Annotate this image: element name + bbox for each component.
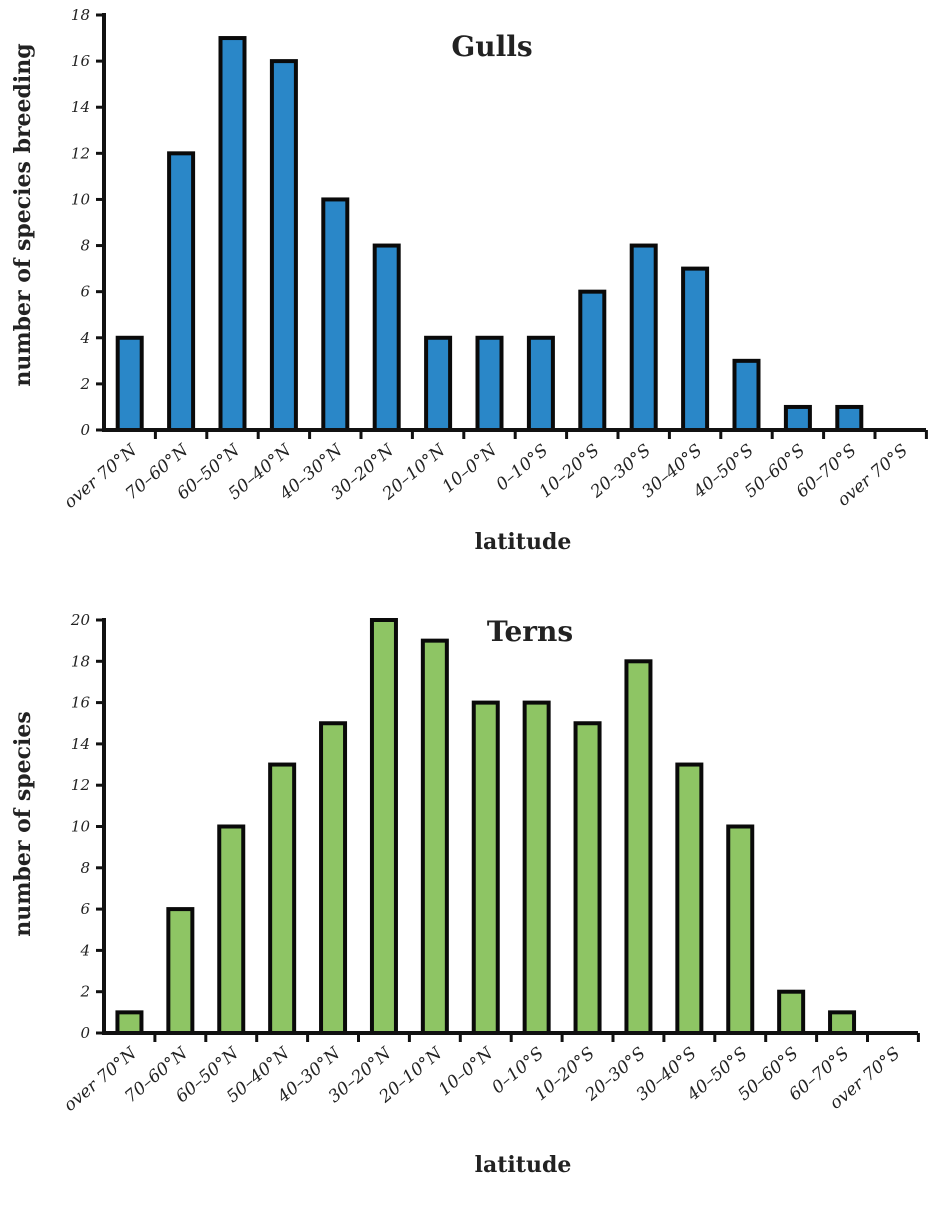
gulls-bar (835, 404, 864, 433)
terns-bar (828, 1010, 857, 1035)
gulls-y-tick-label: 10 (71, 190, 91, 208)
gulls-x-ticks: over 70°N70–60°N60–50°N50–40°N40–30°N30–… (60, 430, 928, 513)
terns-x-axis-title: latitude (475, 1152, 572, 1178)
gulls-y-tick-label: 14 (71, 98, 90, 116)
terns-chart: Terns number of species latitude 0 2 4 6 8 10… (10, 611, 920, 1178)
gulls-bar (681, 266, 710, 432)
terns-x-tick-label: 10–0°N (435, 1043, 498, 1100)
gulls-y-tick-label: 16 (71, 52, 91, 70)
gulls-y-tick-label: 0 (80, 421, 90, 439)
terns-y-tick-label: 8 (80, 859, 90, 877)
terns-bar (522, 700, 551, 1035)
terns-y-axis-title: number of species (10, 711, 36, 937)
terns-y-tick-label: 20 (70, 611, 91, 629)
terns-x-tick-label: over 70°N (60, 1043, 141, 1116)
gulls-axes (102, 13, 926, 432)
terns-bar (573, 721, 602, 1035)
gulls-x-axis-title: latitude (475, 529, 572, 555)
terns-bar (166, 907, 195, 1035)
gulls-y-tick-label: 6 (80, 283, 90, 301)
gulls-chart: Gulls number of species breeding latitud… (10, 6, 928, 555)
gulls-bar (629, 243, 658, 432)
terns-y-ticks: 0 2 4 6 8 10 12 14 16 18 20 (70, 611, 104, 1042)
terns-bar (726, 824, 755, 1035)
terns-bar (369, 618, 398, 1035)
terns-bar (217, 824, 246, 1035)
terns-y-tick-label: 14 (71, 735, 90, 753)
terns-bar (420, 638, 449, 1036)
terns-bar (115, 1010, 144, 1035)
gulls-bar (783, 404, 812, 433)
gulls-bar (475, 335, 504, 432)
gulls-bar (115, 335, 144, 432)
gulls-bar (424, 335, 453, 432)
gulls-y-tick-label: 4 (79, 329, 90, 347)
gulls-bar (578, 289, 607, 432)
gulls-bars (115, 36, 864, 433)
terns-bar (777, 989, 806, 1036)
terns-bar (319, 721, 348, 1035)
terns-bars (115, 618, 857, 1036)
terns-y-tick-label: 2 (79, 983, 90, 1001)
terns-y-tick-label: 0 (80, 1024, 90, 1042)
gulls-x-tick-label: over 70°N (60, 440, 141, 513)
terns-x-ticks: over 70°N70–60°N60–50°N50–40°N40–30°N30–… (60, 1033, 920, 1116)
gulls-bar (269, 59, 298, 432)
terns-y-tick-label: 10 (71, 818, 91, 836)
gulls-bar (321, 197, 350, 432)
gulls-y-tick-label: 12 (71, 144, 90, 162)
gulls-bar (372, 243, 401, 432)
terns-y-tick-label: 6 (80, 900, 90, 918)
terns-bar (624, 659, 653, 1035)
terns-y-tick-label: 4 (79, 941, 90, 959)
gulls-y-axis-title: number of species breeding (10, 43, 36, 386)
gulls-y-ticks: 0 2 4 6 8 10 12 14 16 18 (71, 6, 104, 439)
terns-bar (675, 762, 704, 1035)
terns-y-tick-label: 16 (71, 694, 91, 712)
terns-y-tick-label: 12 (71, 776, 90, 794)
terns-axes (102, 618, 918, 1035)
gulls-bar (218, 36, 247, 433)
terns-bar (268, 762, 297, 1035)
gulls-chart-title: Gulls (451, 30, 532, 63)
gulls-bar (732, 358, 761, 433)
gulls-bar (167, 151, 196, 432)
gulls-y-tick-label: 8 (80, 237, 90, 255)
terns-y-tick-label: 18 (71, 652, 90, 670)
gulls-x-tick-label: 10–0°N (439, 440, 502, 497)
terns-chart-title: Terns (487, 615, 573, 648)
terns-bar (471, 700, 500, 1035)
gulls-bar (526, 335, 555, 432)
gulls-y-tick-label: 18 (71, 6, 90, 24)
gulls-y-tick-label: 2 (79, 375, 90, 393)
